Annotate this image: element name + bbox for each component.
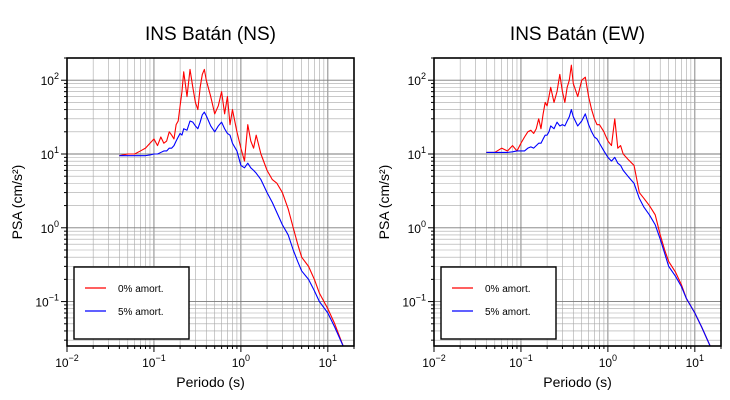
legend: 0% amort. 5% amort. [73,266,190,340]
y-tick-label: 101 [408,145,426,162]
x-tick-label: 10−1 [509,353,533,370]
x-tick-label: 101 [319,353,337,370]
y-tick-label: 101 [41,145,59,162]
x-tick-label: 100 [232,353,250,370]
chart-panel-2: 10−2 10−1 100 101 10−1 100 101 102 INS Batán (EW… [376,24,722,390]
chart-panel-1: 10−2 10−1 100 101 10−1 100 101 102 INS Batán (NS… [9,24,355,390]
plot-frame [433,57,722,347]
x-tick-label: 100 [599,353,617,370]
x-tick-label: 10−1 [142,353,166,370]
series-line-undamped [486,64,711,347]
y-tick-label: 100 [408,219,426,236]
grid [66,57,355,346]
y-tick-label: 102 [41,71,59,88]
y-axis-label: PSA (cm/s²) [9,165,25,240]
plot-frame [66,57,355,347]
x-tick-label: 101 [686,353,704,370]
series-line-damped [119,111,344,347]
legend-label: 5% amort. [485,307,531,318]
legend: 0% amort. 5% amort. [440,266,557,340]
chart-title: INS Batán (EW) [510,24,645,45]
series-line-damped [486,109,711,347]
legend-label: 0% amort. [485,284,531,295]
y-tick-label: 102 [408,71,426,88]
x-tick-label: 10−2 [55,353,79,370]
y-tick-label: 10−1 [402,293,426,310]
legend-box [440,266,557,340]
x-tick-label: 10−2 [422,353,446,370]
x-axis-label: Periodo (s) [543,374,611,390]
y-axis-label: PSA (cm/s²) [376,165,392,240]
legend-box [73,266,190,340]
series-line-undamped [119,68,344,347]
y-tick-label: 10−1 [35,293,59,310]
legend-label: 0% amort. [118,284,164,295]
legend-label: 5% amort. [118,307,164,318]
y-tick-label: 100 [41,219,59,236]
chart-title: INS Batán (NS) [145,24,276,45]
x-axis-label: Periodo (s) [176,374,244,390]
